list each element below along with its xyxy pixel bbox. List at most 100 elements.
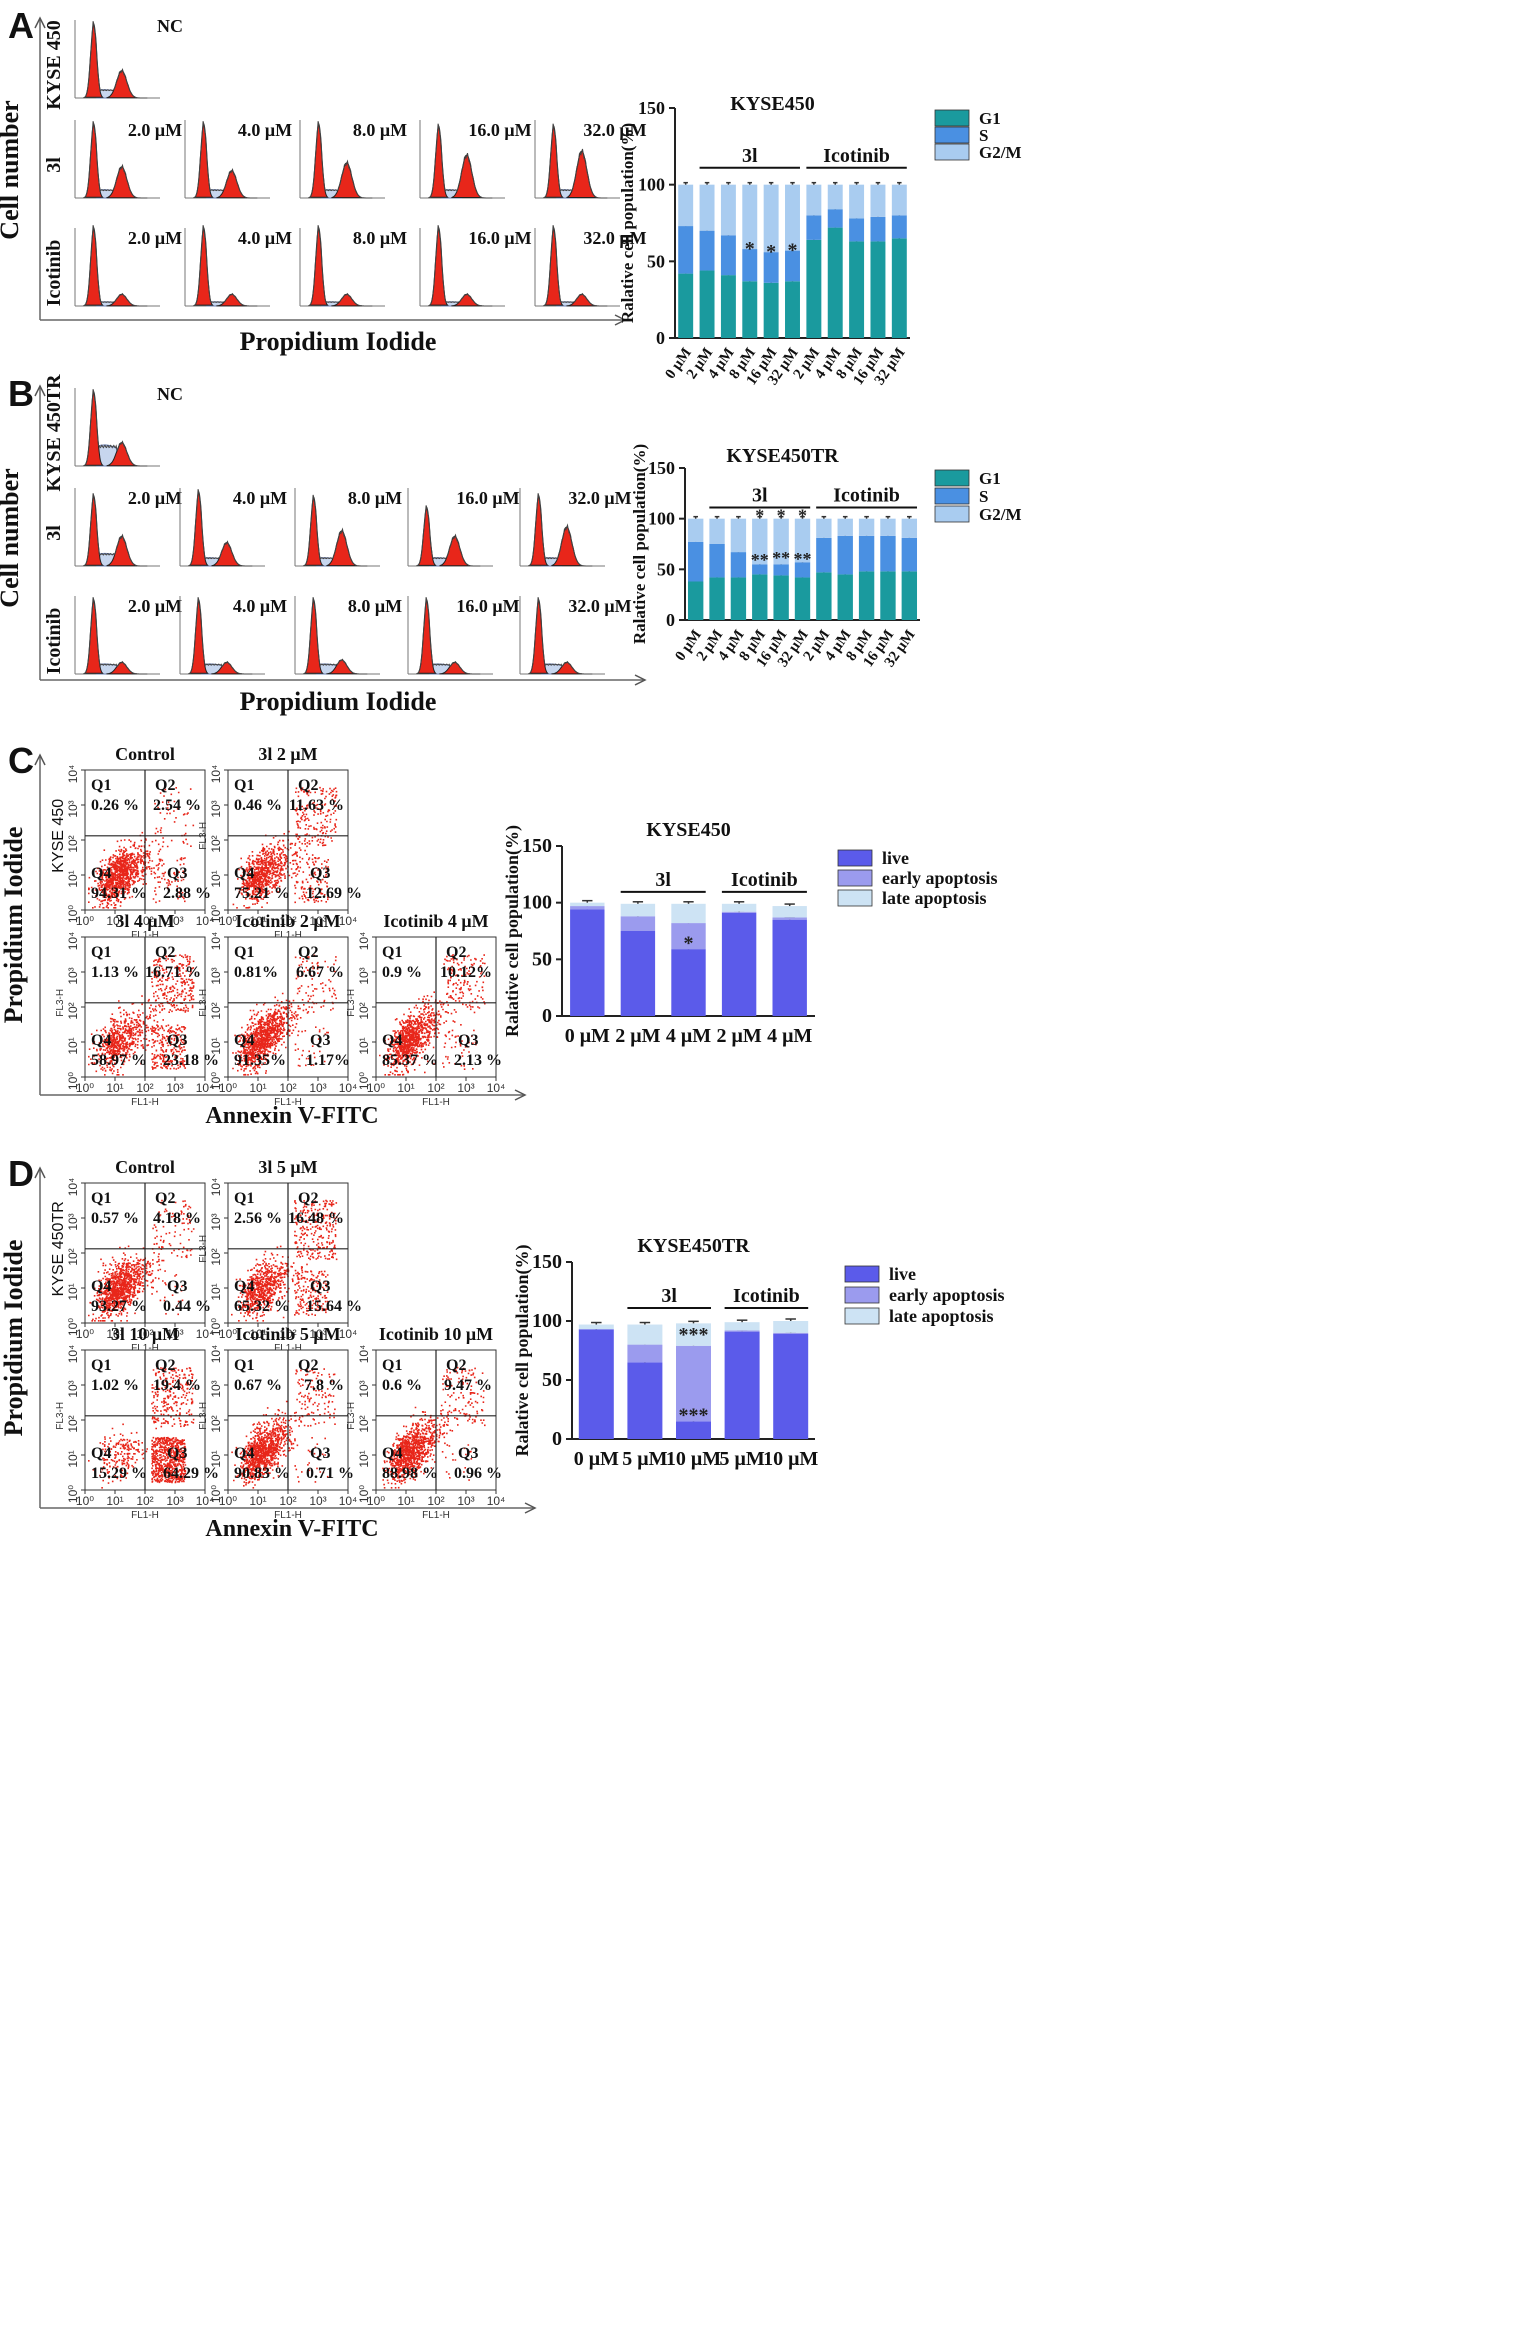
y-tick-label: 10¹ (209, 1037, 223, 1054)
quadrant-q3-name: Q3 (310, 865, 330, 882)
concentration-label: 16.0 μM (456, 596, 519, 616)
y-tick-label: 10³ (66, 967, 80, 984)
bar-segment-g2-m (742, 184, 758, 250)
x-axis-channel: FL1-H (131, 1097, 159, 1108)
bar-segment-live (724, 1331, 760, 1439)
raw-histogram-line (303, 494, 368, 567)
category-label: 0 μM (574, 1448, 619, 1470)
y-tick-label: 10⁰ (209, 1072, 223, 1090)
quadrant-q3-value: 64.29 % (163, 1465, 219, 1482)
histogram (519, 488, 605, 567)
cell-line-label: KYSE 450TR (50, 1201, 67, 1296)
bar-segment-late-apoptosis (620, 903, 656, 917)
x-tick-label: 10⁴ (487, 1494, 506, 1508)
bar-segment-g2-m (858, 518, 875, 536)
x-tick-label: 10¹ (106, 914, 123, 928)
x-tick-label: 10⁴ (196, 914, 215, 928)
bar-segment-live (721, 912, 757, 1016)
bar-segment-early-apoptosis (627, 1344, 663, 1363)
y-tick-label: 10⁴ (209, 1345, 223, 1364)
quadrant-q4-name: Q4 (382, 1445, 402, 1462)
y-tick-label: 10² (66, 1002, 80, 1019)
x-tick-label: 10¹ (106, 1494, 123, 1508)
bar-segment-g2-m (709, 518, 725, 544)
x-tick-label: 10⁴ (487, 1081, 506, 1095)
plot-title: 3l 10 μM (111, 1324, 179, 1344)
quadrant-q4-value: 75.21 % (234, 885, 290, 902)
y-tick-label: 0 (542, 1005, 552, 1027)
category-label: 5 μM (719, 1448, 764, 1470)
significance-mark: * (777, 506, 786, 526)
raw-histogram-line (416, 597, 481, 675)
x-tick-label: 10⁴ (196, 1327, 215, 1341)
raw-histogram-line (83, 225, 148, 307)
quadrant-q3-value: 0.96 % (454, 1465, 502, 1482)
legend-label: late apoptosis (882, 888, 987, 908)
concentration-label: 32.0 μM (583, 228, 646, 248)
bar-segment-s (837, 535, 853, 575)
x-axis-channel: FL1-H (274, 930, 302, 941)
plot-title: Control (115, 1157, 175, 1177)
quadrant-q4-name: Q4 (91, 1445, 111, 1462)
y-tick-label: 10³ (209, 967, 223, 984)
legend-swatch (837, 869, 873, 887)
concentration-label: 8.0 μM (348, 488, 402, 508)
raw-histogram-line (303, 597, 368, 675)
chart-title: KYSE450 (646, 819, 730, 841)
bar-segment-g1 (687, 581, 704, 620)
g1-peak (193, 123, 214, 198)
bar-segment-g2-m (730, 518, 747, 553)
dot-cloud (232, 786, 338, 909)
quadrant-q4-name: Q4 (234, 865, 254, 882)
bar-segment-late-apoptosis (627, 1324, 663, 1345)
g1-peak (83, 23, 104, 98)
significance-mark: ** (751, 550, 769, 570)
bar-segment-g2-m (699, 184, 715, 231)
x-axis-channel: FL1-H (131, 1343, 159, 1354)
g1-peak (308, 227, 329, 306)
quadrant-q3-name: Q3 (167, 1278, 187, 1295)
group-label: Icotinib (833, 485, 900, 507)
x-axis-channel: FL1-H (131, 930, 159, 941)
quadrant-q1-name: Q1 (234, 1357, 254, 1374)
dot-cloud (231, 1368, 336, 1489)
quadrant-q2-name: Q2 (446, 944, 466, 961)
x-axis-channel: FL1-H (422, 1510, 450, 1521)
y-tick-label: 50 (542, 1369, 562, 1391)
quadrant-q4-name: Q4 (382, 1032, 402, 1049)
x-tick-label: 10⁰ (219, 1327, 237, 1341)
quadrant-q3-name: Q3 (310, 1032, 330, 1049)
g1-peak (528, 494, 550, 566)
raw-histogram-line (193, 121, 258, 199)
x-tick-label: 10² (136, 1081, 153, 1095)
y-axis-label: Ralative cell population(%) (512, 1245, 533, 1457)
significance-mark: *** (679, 1404, 709, 1426)
quadrant-q2-value: 4.18 % (153, 1210, 201, 1227)
raw-histogram-line (416, 505, 481, 567)
row-label-3l: 3l (43, 157, 65, 173)
bar-segment-early-apoptosis (676, 1345, 711, 1422)
group-label: 3l (655, 869, 671, 891)
row-label-cell-line: KYSE 450TR (43, 374, 65, 492)
quadrant-q1-name: Q1 (234, 1190, 254, 1207)
x-tick-label: 10⁰ (219, 1081, 237, 1095)
group-label: 3l (752, 485, 768, 507)
quadrant-q2-value: 11.63 % (289, 797, 344, 814)
y-axis-channel: FL3-H (198, 822, 209, 850)
y-tick-label: 10⁰ (209, 905, 223, 923)
y-tick-label: 10⁴ (209, 1178, 223, 1197)
raw-histogram-line (193, 225, 258, 307)
quadrant-q4-value: 15.29 % (91, 1465, 147, 1482)
x-tick-label: 10⁴ (339, 914, 358, 928)
quadrant-q2-value: 2.54 % (153, 797, 201, 814)
concentration-label: 32.0 μM (568, 596, 631, 616)
y-tick-label: 10¹ (66, 1037, 80, 1054)
quadrant-q4-value: 94.31 % (91, 885, 147, 902)
y-tick-label: 10² (357, 1415, 371, 1432)
significance-mark: ** (794, 549, 812, 569)
bar-segment-s (794, 562, 811, 578)
g1-peak (428, 125, 449, 198)
plot-title: Icotinib 5 μM (235, 1324, 340, 1344)
